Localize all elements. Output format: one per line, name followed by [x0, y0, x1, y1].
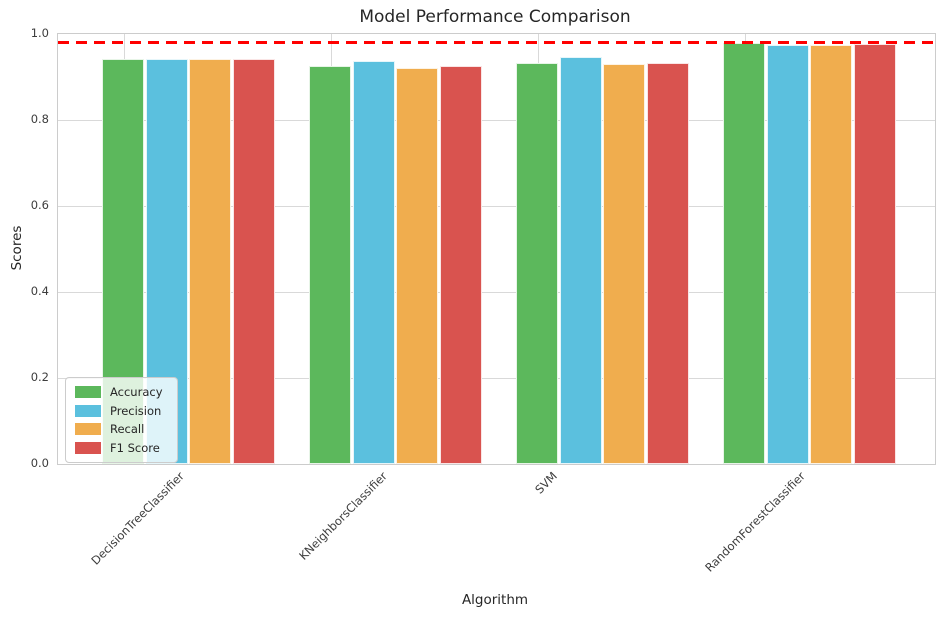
- bar-recall-svm: [603, 63, 645, 464]
- legend-label: Precision: [110, 403, 162, 418]
- y-tick-label: 0.6: [30, 198, 49, 212]
- bar-recall-decisiontreeclassifier: [189, 59, 231, 464]
- y-tick-label: 0.8: [30, 112, 49, 126]
- bar-recall-kneighborsclassifier: [396, 67, 438, 464]
- chart-title: Model Performance Comparison: [359, 7, 631, 27]
- x-tick-label: KNeighborsClassifier: [296, 469, 390, 563]
- bar-precision-svm: [560, 56, 602, 464]
- bar-accuracy-kneighborsclassifier: [309, 66, 351, 464]
- legend-label: Accuracy: [110, 385, 163, 400]
- bar-f1-score-randomforestclassifier: [854, 43, 896, 464]
- bar-precision-randomforestclassifier: [767, 44, 809, 464]
- legend: Accuracy Precision Recall F1 Score: [65, 377, 178, 463]
- legend-item: Precision: [75, 402, 170, 421]
- legend-swatch-precision: [75, 404, 101, 417]
- h-gridline: [58, 291, 935, 293]
- x-tick-label: RandomForestClassifier: [702, 469, 808, 575]
- y-axis-label: Scores: [9, 225, 25, 271]
- bar-accuracy-svm: [516, 62, 558, 464]
- h-gridline: [58, 377, 935, 379]
- bar-precision-kneighborsclassifier: [353, 60, 395, 464]
- plot-area: [57, 33, 936, 465]
- bar-f1-score-kneighborsclassifier: [440, 66, 482, 464]
- y-tick-label: 0.2: [30, 370, 49, 384]
- x-tick-label: DecisionTreeClassifier: [88, 469, 187, 568]
- legend-item: Accuracy: [75, 383, 170, 402]
- y-tick-label: 0.4: [30, 284, 49, 298]
- x-axis-label: Algorithm: [461, 592, 529, 608]
- y-tick-label: 0.0: [30, 456, 49, 470]
- bar-f1-score-decisiontreeclassifier: [233, 58, 275, 464]
- h-gridline: [58, 119, 935, 121]
- h-gridline: [58, 205, 935, 207]
- bar-recall-randomforestclassifier: [810, 44, 852, 464]
- legend-item: Recall: [75, 420, 170, 439]
- legend-label: F1 Score: [110, 440, 160, 455]
- bar-accuracy-randomforestclassifier: [723, 43, 765, 464]
- legend-swatch-recall: [75, 423, 101, 436]
- bar-f1-score-svm: [647, 62, 689, 464]
- legend-swatch-f1-score: [75, 441, 101, 454]
- reference-line: [58, 41, 935, 44]
- legend-swatch-accuracy: [75, 386, 101, 399]
- legend-item: F1 Score: [75, 439, 170, 458]
- legend-label: Recall: [110, 422, 145, 437]
- y-tick-label: 1.0: [30, 26, 49, 40]
